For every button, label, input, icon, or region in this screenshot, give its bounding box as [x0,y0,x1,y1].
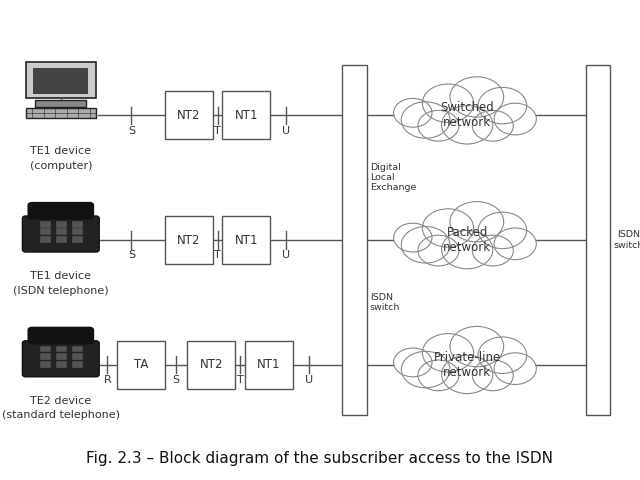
Text: NT2: NT2 [177,233,200,247]
Bar [586,65,610,415]
Circle shape [472,360,513,391]
Circle shape [394,223,432,252]
Text: Packed
network: Packed network [443,226,492,254]
Bar [26,62,96,98]
Circle shape [442,106,493,144]
Bar [56,236,66,242]
Bar [40,236,50,242]
Bar [40,361,50,367]
Bar [40,353,50,359]
Text: NT2: NT2 [177,108,200,122]
Text: TE1 device: TE1 device [30,271,92,281]
Bar [72,353,82,359]
Text: T: T [214,126,221,135]
Bar [33,68,88,94]
Circle shape [418,110,459,141]
Circle shape [478,337,527,373]
Bar [56,221,66,227]
Text: NT1: NT1 [257,358,280,372]
Text: Fig. 2.3 – Block diagram of the subscriber access to the ISDN: Fig. 2.3 – Block diagram of the subscrib… [86,451,554,466]
Bar [56,353,66,359]
Text: T: T [214,251,221,260]
Circle shape [494,228,536,260]
Bar [40,228,50,234]
Circle shape [494,103,536,135]
Text: T: T [237,375,243,385]
Text: S: S [128,251,135,260]
Bar [165,216,212,264]
Bar [26,108,96,118]
Circle shape [418,360,459,391]
Bar [165,91,212,139]
FancyBboxPatch shape [28,203,93,219]
Text: NT2: NT2 [200,358,223,372]
Circle shape [401,227,450,263]
Text: (computer): (computer) [29,161,92,171]
Text: NT1: NT1 [235,108,258,122]
Circle shape [418,235,459,266]
Text: S: S [128,126,135,135]
Bar [72,361,82,367]
Circle shape [450,326,504,367]
Circle shape [478,212,527,249]
Bar [342,65,367,415]
Bar [40,346,50,351]
Circle shape [394,98,432,127]
Text: NT1: NT1 [235,233,258,247]
Text: Private-line
network: Private-line network [433,351,501,379]
Text: ISDN
switch: ISDN switch [370,293,400,312]
Circle shape [442,230,493,269]
Text: ISDN
switch: ISDN switch [613,230,640,250]
Circle shape [494,353,536,384]
Text: S: S [172,375,180,385]
Text: Digital
Local
Exchange: Digital Local Exchange [370,163,416,192]
Circle shape [401,102,450,138]
Circle shape [450,202,504,242]
Text: (ISDN telephone): (ISDN telephone) [13,286,109,296]
Text: U: U [282,251,291,260]
Circle shape [422,334,474,372]
Bar [56,346,66,351]
Circle shape [422,84,474,122]
Circle shape [401,351,450,388]
Circle shape [422,209,474,247]
Bar [188,341,236,389]
Text: R: R [104,375,111,385]
Circle shape [472,235,513,266]
Bar [223,216,271,264]
Text: (standard telephone): (standard telephone) [2,410,120,420]
Bar [35,100,86,107]
Text: U: U [282,126,291,135]
Circle shape [442,355,493,394]
Bar [72,228,82,234]
Text: TA: TA [134,358,148,372]
Circle shape [472,110,513,141]
Text: U: U [305,375,313,385]
Bar [72,221,82,227]
Circle shape [394,348,432,377]
FancyBboxPatch shape [22,216,99,252]
Bar [72,236,82,242]
Bar [56,228,66,234]
Bar [223,91,271,139]
Circle shape [478,87,527,124]
Circle shape [450,77,504,117]
Bar [40,221,50,227]
Bar [72,346,82,351]
Bar [56,361,66,367]
FancyBboxPatch shape [22,341,99,377]
Text: Switched
network: Switched network [440,101,494,129]
Text: TE2 device: TE2 device [30,396,92,406]
Bar [245,341,293,389]
Bar [116,341,165,389]
FancyBboxPatch shape [28,327,93,344]
Text: TE1 device: TE1 device [30,146,92,156]
